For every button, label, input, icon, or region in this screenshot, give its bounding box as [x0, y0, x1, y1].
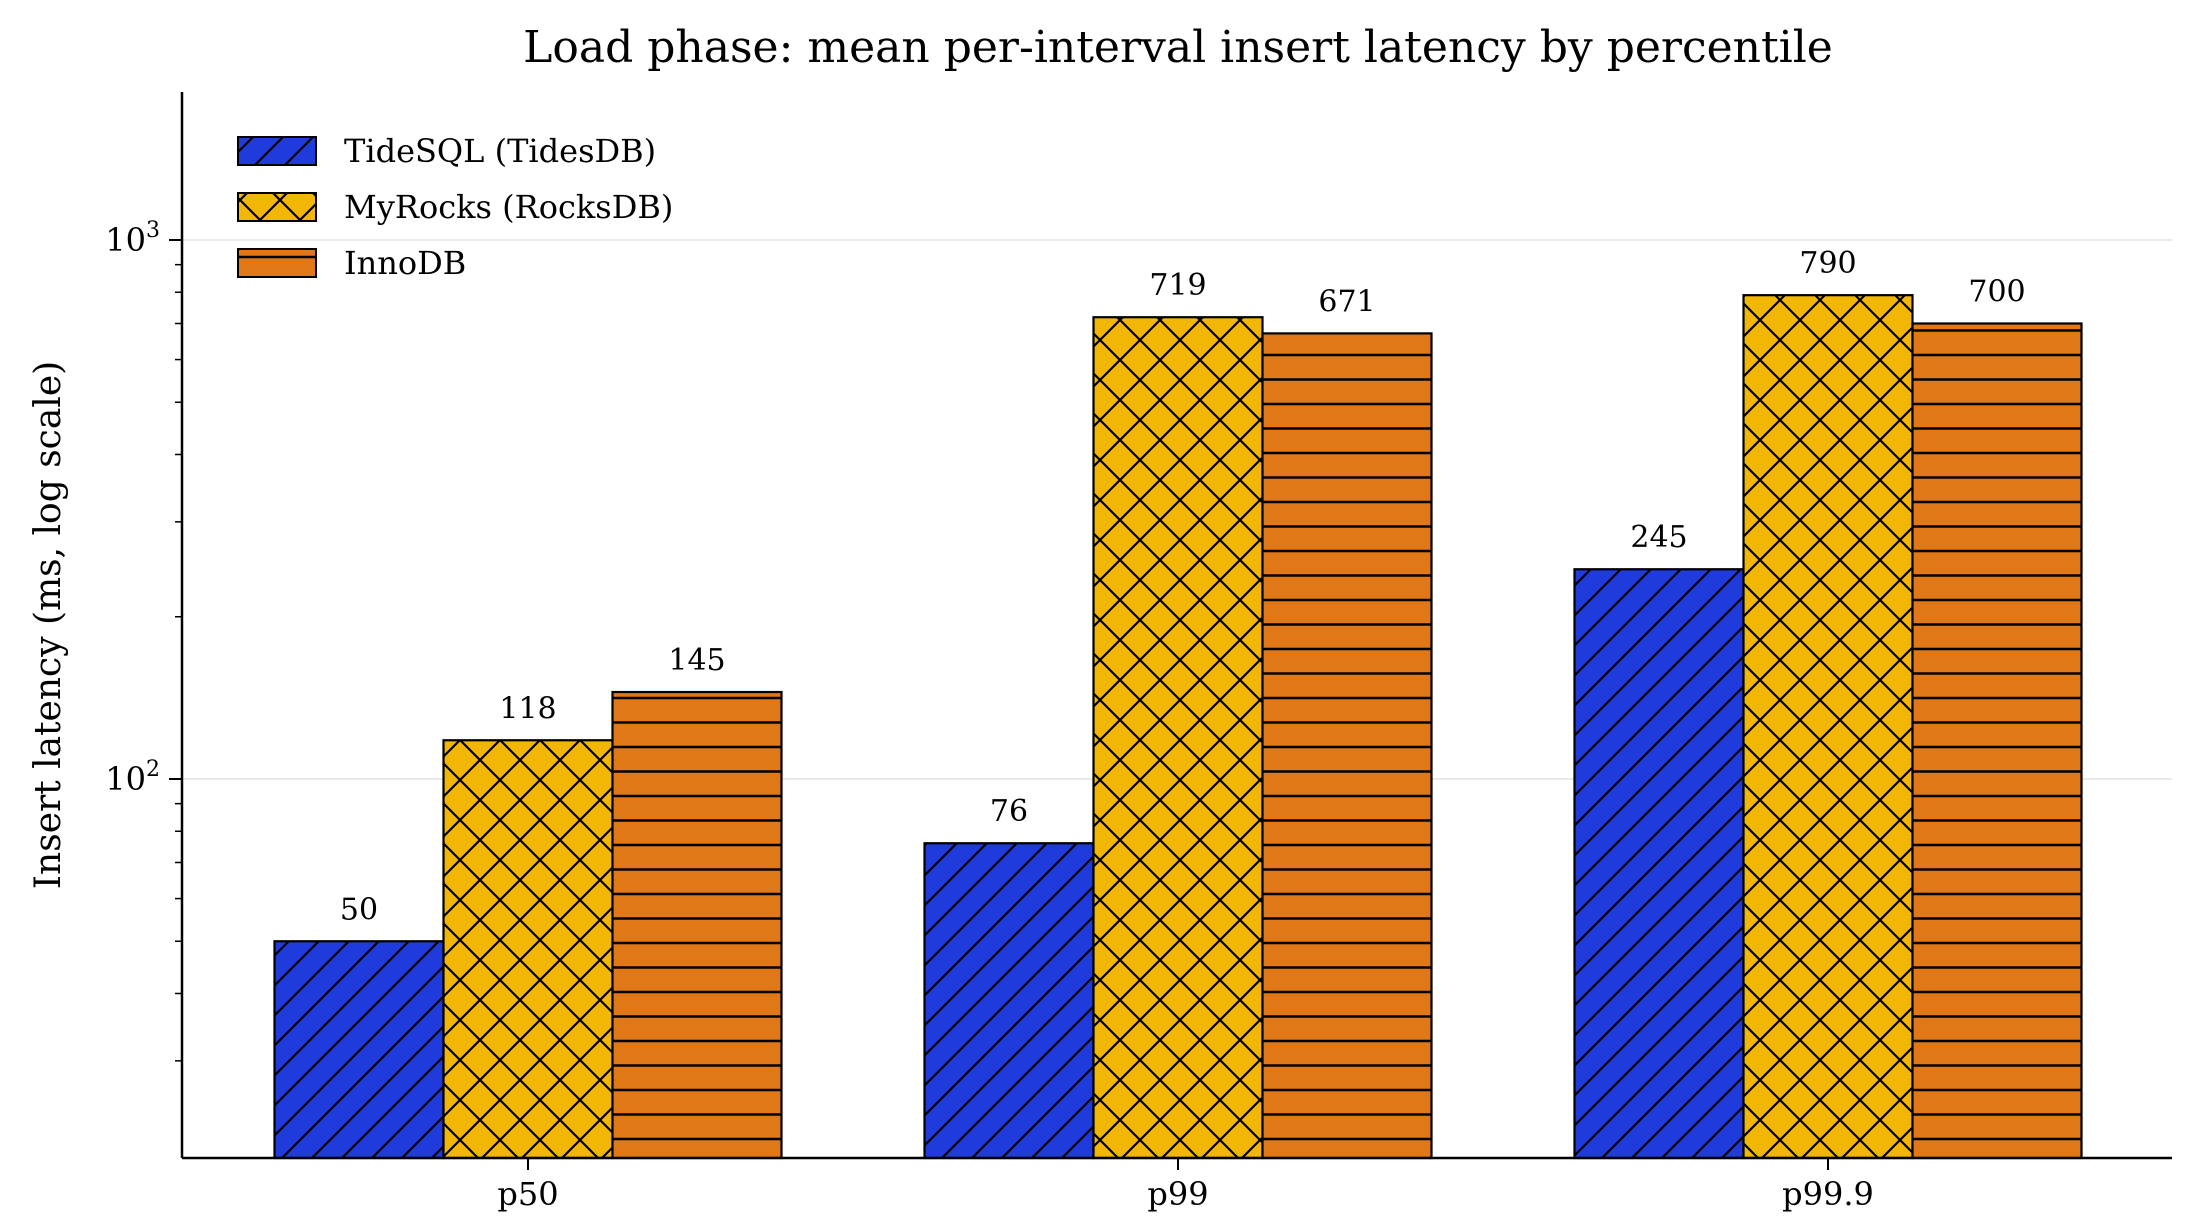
data-label: 76 — [990, 794, 1028, 829]
bar — [1742, 294, 1914, 1160]
legend-entry: InnoDB — [237, 244, 466, 282]
legend-label: InnoDB — [344, 244, 466, 282]
data-label: 790 — [1799, 246, 1856, 281]
legend-label: TideSQL (TidesDB) — [344, 132, 656, 170]
legend-swatch — [237, 248, 317, 278]
y-tick-exponent: 3 — [146, 218, 160, 243]
x-tick-label: p99.9 — [1782, 1175, 1874, 1213]
legend-swatch — [237, 192, 317, 222]
bar — [1573, 568, 1745, 1160]
x-tick-label: p99 — [1147, 1175, 1208, 1213]
bars — [273, 294, 2083, 1160]
bar — [1261, 332, 1433, 1160]
y-tick-exponent: 2 — [146, 757, 160, 782]
legend: TideSQL (TidesDB) MyRocks (RocksDB) InnoDB — [237, 132, 673, 282]
legend-swatch — [237, 136, 317, 166]
legend-entry: TideSQL (TidesDB) — [237, 132, 656, 170]
x-axis-ticks: p50 p99 p99.9 — [497, 1158, 1874, 1213]
data-label: 245 — [1630, 520, 1687, 555]
data-label: 719 — [1149, 268, 1206, 303]
data-label: 145 — [668, 643, 725, 678]
data-label: 118 — [499, 691, 556, 726]
chart-title: Load phase: mean per-interval insert lat… — [523, 22, 1833, 73]
legend-label: MyRocks (RocksDB) — [344, 188, 673, 226]
data-labels: 50 76 245 118 719 790 145 671 700 — [340, 246, 2026, 927]
x-tick-label: p50 — [497, 1175, 558, 1213]
y-tick-base: 10 — [105, 221, 146, 259]
bar — [611, 690, 783, 1160]
bar — [442, 739, 614, 1160]
bar — [273, 940, 445, 1160]
data-label: 50 — [340, 892, 378, 927]
y-tick-label: 103 — [105, 218, 160, 259]
y-axis-label: Insert latency (ms, log scale) — [28, 361, 69, 889]
y-tick-base: 10 — [105, 760, 146, 798]
legend-entry: MyRocks (RocksDB) — [237, 188, 673, 226]
data-label: 671 — [1318, 284, 1375, 319]
bar — [923, 842, 1095, 1160]
data-label: 700 — [1968, 274, 2025, 309]
bar — [1092, 316, 1264, 1160]
y-tick-label: 102 — [105, 757, 160, 798]
bar — [1911, 322, 2083, 1160]
